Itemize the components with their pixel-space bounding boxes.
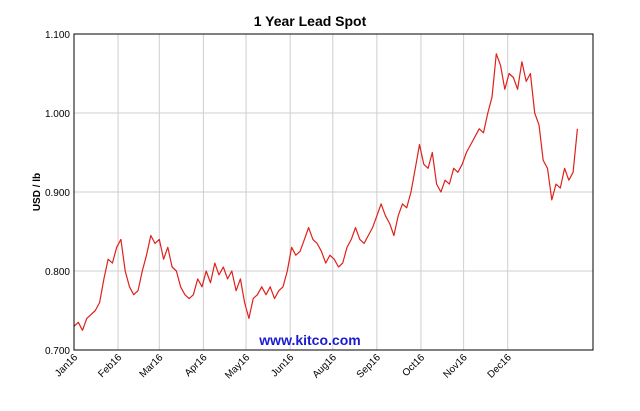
x-tick-label: Sep16 xyxy=(355,352,384,381)
x-tick-label: May16 xyxy=(223,352,252,381)
y-tick-label: 1.000 xyxy=(45,109,70,120)
y-tick-label: 0.800 xyxy=(45,267,70,278)
y-tick-label: 1.100 xyxy=(45,30,70,41)
watermark-text: www.kitco.com xyxy=(258,332,360,348)
x-tick-label: Apr16 xyxy=(183,352,210,379)
x-tick-label: Jun16 xyxy=(269,352,296,379)
x-tick-label: Nov16 xyxy=(442,352,471,381)
x-tick-label: Feb16 xyxy=(96,352,124,380)
chart-title: 1 Year Lead Spot xyxy=(254,13,367,29)
y-axis: 0.700 0.800 0.900 1.000 1.100 xyxy=(45,30,70,357)
y-axis-label: USD / lb xyxy=(32,173,43,211)
x-tick-label: Aug16 xyxy=(311,352,340,381)
plot-frame xyxy=(73,33,594,351)
x-tick-label: Oct16 xyxy=(400,352,427,379)
y-tick-label: 0.700 xyxy=(45,346,70,357)
y-tick-label: 0.900 xyxy=(45,188,70,199)
x-tick-label: Dec16 xyxy=(486,352,515,381)
lead-price-line xyxy=(73,53,578,331)
x-tick-label: Mar16 xyxy=(138,352,166,380)
x-axis: Jan16 Feb16 Mar16 Apr16 May16 Jun16 Aug16 Sep16… xyxy=(53,352,514,381)
